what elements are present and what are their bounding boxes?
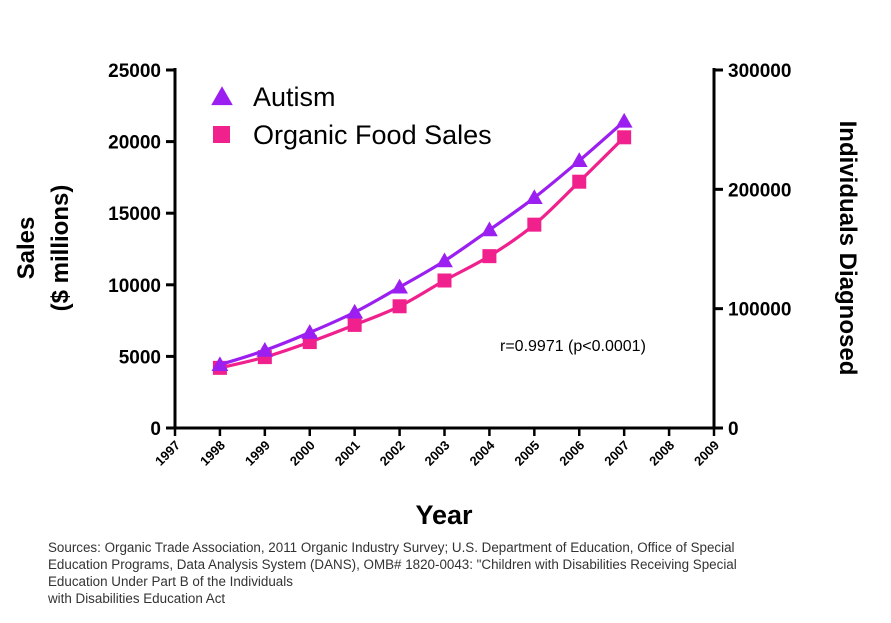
x-tick-label: 2004 — [466, 437, 498, 469]
legend-label-organic-food-sales: Organic Food Sales — [253, 120, 492, 150]
data-point-triangle — [481, 221, 498, 237]
x-tick-label: 2002 — [377, 438, 408, 469]
x-axis-title: Year — [415, 500, 473, 530]
y-left-tick-label: 15000 — [108, 204, 161, 225]
legend-item-organic-food-sales: Organic Food Sales — [213, 120, 492, 150]
x-tick-label: 2001 — [332, 438, 363, 469]
sources-line: Sources: Organic Trade Association, 2011… — [48, 540, 735, 555]
x-tick-label: 1998 — [197, 438, 228, 469]
y-left-axis-title-line1: Sales — [13, 217, 40, 280]
series-layer — [211, 112, 633, 375]
data-point-triangle — [391, 278, 408, 294]
y-left-tick-label: 10000 — [108, 276, 161, 297]
y-left-axis-title-line2: ($ millions) — [47, 185, 74, 312]
label-layer: Year Sales ($ millions) Individuals Diag… — [13, 121, 861, 530]
data-point-square — [527, 217, 542, 232]
y-left-tick-label: 20000 — [108, 133, 161, 154]
data-point-square — [347, 317, 362, 332]
x-tick-label: 1997 — [152, 438, 183, 469]
legend: Autism Organic Food Sales — [211, 82, 492, 150]
data-point-triangle — [346, 303, 364, 319]
data-point-triangle — [615, 112, 633, 128]
chart-canvas: 0 5000 10000 15000 20000 25000 0 100000 200000 30… — [13, 61, 861, 530]
legend-marker-triangle — [211, 86, 233, 106]
data-point-triangle — [211, 356, 229, 372]
data-point-triangle — [436, 252, 453, 268]
legend-marker-square — [213, 126, 230, 143]
data-point-square — [437, 273, 452, 288]
data-point-square — [392, 299, 407, 314]
axis-layer: 0 5000 10000 15000 20000 25000 0 100000 200000 30… — [108, 61, 791, 469]
y-right-tick-label: 200000 — [728, 180, 791, 201]
data-point-triangle — [570, 152, 588, 167]
x-tick-label: 2007 — [601, 438, 632, 469]
correlation-annotation: r=0.9971 (p<0.0001) — [500, 338, 646, 355]
legend-item-autism: Autism — [211, 82, 336, 112]
sources-note: Sources: Organic Trade Association, 2011… — [48, 539, 888, 607]
data-point-triangle — [256, 342, 274, 357]
sources-line: Education Under Part B of the Individual… — [48, 574, 293, 589]
x-tick-label: 2005 — [511, 438, 542, 469]
sources-line: Education Programs, Data Analysis System… — [48, 557, 737, 572]
x-tick-label: 2008 — [646, 438, 677, 469]
y-right-tick-label: 0 — [728, 419, 739, 440]
data-point-triangle — [525, 189, 543, 204]
y-right-axis-title: Individuals Diagnosed — [834, 121, 861, 376]
series-line-autism — [219, 120, 626, 367]
series-line-organic-food-sales — [219, 136, 626, 370]
y-right-tick-label: 100000 — [728, 300, 791, 321]
y-left-tick-label: 5000 — [119, 347, 161, 368]
sources-line: with Disabilities Education Act — [48, 591, 226, 606]
data-point-square — [482, 249, 497, 264]
y-left-tick-label: 25000 — [108, 61, 161, 82]
data-point-triangle — [301, 324, 319, 339]
legend-label-autism: Autism — [253, 82, 336, 112]
x-tick-label: 1999 — [242, 438, 273, 469]
data-point-square — [617, 130, 632, 145]
x-tick-label: 2000 — [287, 438, 318, 469]
x-tick-label: 2006 — [556, 438, 587, 469]
x-tick-label: 2003 — [422, 438, 453, 469]
data-point-square — [572, 174, 587, 189]
x-tick-label: 2009 — [691, 438, 722, 469]
y-left-tick-label: 0 — [150, 419, 161, 440]
y-right-tick-label: 300000 — [728, 61, 791, 82]
